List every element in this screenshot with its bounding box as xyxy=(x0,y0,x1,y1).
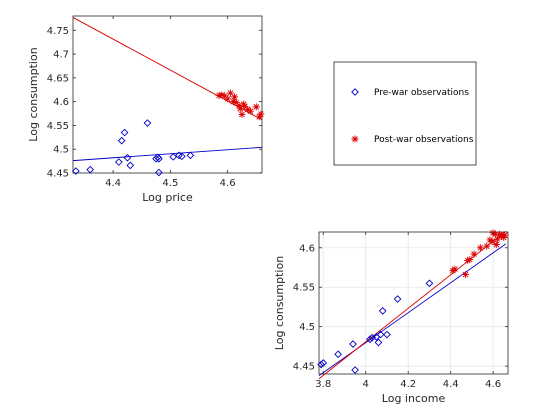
x-axis-label: Log price xyxy=(142,191,193,204)
prewar-point xyxy=(319,359,328,367)
postwar-point xyxy=(235,101,243,109)
postwar-point xyxy=(240,100,248,108)
postwar-point xyxy=(462,271,470,279)
postwar-point xyxy=(255,113,263,121)
legend: Pre-war observations Post-war observatio… xyxy=(333,61,477,166)
prewar-point xyxy=(334,350,342,359)
postwar-point xyxy=(232,99,240,107)
income-consumption-plot: 3.8 4 4.2 4.4 4.6 4.45 4.5 4.55 4.6 Log income L… xyxy=(273,229,509,405)
x-tick-label: 4 xyxy=(363,379,369,390)
prewar-point xyxy=(186,151,195,160)
postwar-point xyxy=(464,256,472,264)
y-tick-label: 4.65 xyxy=(47,73,69,84)
postwar-point xyxy=(500,234,508,242)
prewar-point xyxy=(114,158,123,166)
y-axis-label: Log consumption xyxy=(27,47,40,141)
x-tick-label: 4.5 xyxy=(162,178,178,189)
postwar-point xyxy=(218,91,226,99)
y-tick-label: 4.55 xyxy=(47,121,69,132)
prewar-point xyxy=(117,136,126,145)
postwar-point xyxy=(241,102,249,110)
y-axis-label: Log consumption xyxy=(273,256,286,350)
x-tick-label: 4.2 xyxy=(400,379,416,390)
prewar-point xyxy=(425,279,434,288)
prewar-fit-line xyxy=(72,146,263,162)
postwar-point xyxy=(257,110,265,118)
prewar-point xyxy=(349,340,357,348)
prewar-point xyxy=(383,330,391,339)
postwar-point xyxy=(224,95,232,103)
postwar-point xyxy=(215,91,223,99)
x-axis-label: Log income xyxy=(382,392,446,405)
y-tick-label: 4.6 xyxy=(53,97,69,108)
postwar-point xyxy=(493,235,501,243)
legend-marker-star xyxy=(351,135,359,143)
y-tick-label: 4.75 xyxy=(47,26,69,37)
prewar-point xyxy=(393,295,402,303)
prewar-point xyxy=(351,366,359,374)
prewar-point xyxy=(177,152,186,161)
y-tick-label: 4.6 xyxy=(299,243,315,254)
postwar-point xyxy=(252,103,260,111)
legend-label-postwar: Post-war observations xyxy=(374,135,474,145)
prewar-point xyxy=(169,152,178,161)
prewar-point xyxy=(123,153,132,162)
postwar-point xyxy=(492,241,500,249)
postwar-point xyxy=(221,92,229,100)
postwar-point xyxy=(483,242,491,250)
postwar-point xyxy=(236,105,244,113)
prewar-point xyxy=(120,128,129,137)
postwar-point xyxy=(229,98,237,106)
x-tick-label: 4.6 xyxy=(220,178,236,189)
x-tick-label: 4.4 xyxy=(105,178,121,189)
postwar-point xyxy=(238,110,246,118)
prewar-point xyxy=(126,161,135,170)
prewar-point xyxy=(368,333,376,342)
price-consumption-plot: 4.4 4.5 4.6 4.45 4.5 4.55 4.6 4.65 4.7 4.75 Log p… xyxy=(27,15,265,204)
prewar-point xyxy=(317,360,325,369)
postwar-point xyxy=(244,105,252,113)
legend-marker-diamond xyxy=(351,88,359,96)
plot-frame xyxy=(318,231,509,375)
postwar-point xyxy=(247,107,255,115)
x-tick-label: 3.8 xyxy=(315,379,331,390)
postwar-point xyxy=(476,244,484,252)
postwar-point xyxy=(451,265,459,273)
y-tick-label: 4.5 xyxy=(299,322,315,333)
legend-marker-postwar xyxy=(351,135,359,143)
prewar-point xyxy=(155,154,163,163)
postwar-point xyxy=(231,93,239,101)
prewar-point xyxy=(143,119,152,127)
legend-marker-prewar xyxy=(351,88,359,96)
postwar-point xyxy=(488,237,496,245)
prewar-point xyxy=(86,165,95,174)
y-tick-label: 4.45 xyxy=(293,362,315,373)
y-tick-label: 4.55 xyxy=(293,283,315,294)
postwar-fit-line xyxy=(72,17,263,121)
postwar-point xyxy=(491,230,499,238)
postwar-point xyxy=(466,256,474,264)
postwar-point xyxy=(227,89,234,97)
y-tick-label: 4.45 xyxy=(47,169,69,180)
y-tick-label: 4.7 xyxy=(53,50,69,61)
prewar-point xyxy=(72,167,80,175)
legend-box xyxy=(333,61,477,166)
prewar-point xyxy=(374,338,383,347)
postwar-fit-line xyxy=(318,230,507,380)
prewar-point xyxy=(152,154,160,163)
prewar-point xyxy=(155,168,163,177)
postwar-point xyxy=(470,250,478,258)
prewar-point xyxy=(378,307,387,315)
prewar-point xyxy=(366,335,374,344)
prewar-point xyxy=(376,330,385,339)
legend-label-prewar: Pre-war observations xyxy=(374,88,469,98)
x-tick-label: 4.6 xyxy=(485,379,501,390)
y-tick-label: 4.5 xyxy=(53,145,69,156)
postwar-point xyxy=(501,231,509,239)
x-tick-label: 4.4 xyxy=(443,379,459,390)
